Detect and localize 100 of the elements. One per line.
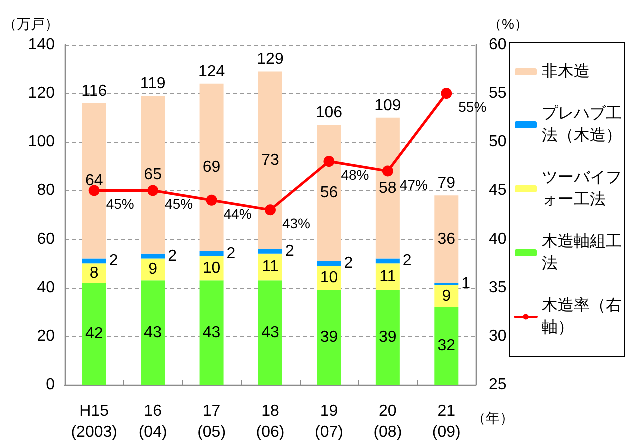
y2-tick-label: 35	[489, 279, 507, 296]
point	[148, 185, 159, 196]
bar	[141, 254, 166, 259]
bar	[141, 96, 166, 254]
bar	[376, 290, 400, 385]
data-label: 42	[85, 326, 104, 342]
data-label: 2	[109, 252, 118, 270]
bar	[141, 258, 166, 281]
y2-tick-label: 60	[489, 36, 507, 54]
bar	[200, 280, 224, 385]
bar	[434, 196, 459, 283]
data-label: 32	[438, 338, 456, 355]
y-tick-label: 80	[37, 182, 56, 200]
point	[441, 88, 452, 100]
data-label: 2	[286, 242, 294, 260]
data-label: 45%	[165, 196, 194, 212]
total-label: 119	[140, 76, 166, 92]
bar	[434, 307, 459, 385]
legend-label: プレハブ工法（木造）	[542, 104, 622, 144]
data-label: 58	[379, 180, 397, 197]
y-tick-label: 20	[37, 328, 56, 345]
legend-label: 木造率（右軸）	[542, 296, 622, 336]
x-tick-label: 16 (04)	[138, 403, 168, 441]
data-label: 48%	[341, 167, 370, 184]
total-label: 116	[82, 82, 108, 100]
point	[88, 185, 100, 196]
y-tick-label: 60	[37, 230, 56, 248]
total-label: 129	[257, 51, 284, 68]
data-label: 2	[168, 248, 178, 265]
data-label: 39	[320, 329, 338, 346]
data-label: 55%	[458, 99, 487, 116]
y-tick-label: 140	[28, 36, 56, 54]
data-label: 10	[320, 270, 338, 287]
x-axis-title: （年）	[472, 410, 514, 426]
bar	[376, 118, 400, 259]
bar	[200, 251, 224, 256]
y2-tick-label: 40	[489, 230, 507, 248]
data-label: 45%	[106, 196, 134, 212]
y2-axis-title: （%）	[488, 16, 528, 32]
data-label: 9	[442, 288, 452, 305]
total-label: 79	[438, 175, 456, 192]
data-label: 47%	[400, 176, 428, 193]
bar	[200, 84, 224, 252]
bar	[258, 249, 282, 254]
bar	[82, 283, 106, 385]
bar	[82, 258, 106, 264]
data-label: 9	[148, 261, 158, 278]
data-label: 10	[202, 260, 221, 277]
y-tick-label: 100	[28, 134, 56, 151]
bar	[258, 72, 282, 249]
bar	[258, 280, 282, 385]
total-label: 106	[316, 104, 343, 122]
data-label: 43	[144, 324, 162, 342]
data-label: 2	[344, 255, 354, 272]
data-label: 69	[202, 159, 221, 176]
y-tick-label: 0	[46, 376, 56, 394]
legend-label: ツーバイフォー工法	[542, 170, 622, 208]
legend-label: 木造軸組工法	[542, 232, 622, 272]
bar	[317, 125, 342, 262]
data-label: 1	[462, 276, 471, 293]
y-tick-label: 40	[37, 279, 56, 296]
x-tick-label: 19 (07)	[314, 403, 344, 441]
bar	[317, 261, 342, 266]
data-label: 65	[144, 166, 162, 184]
data-label: 73	[262, 152, 280, 169]
data-label: 2	[226, 245, 236, 262]
x-tick-label: 21 (09)	[432, 403, 461, 441]
data-label: 36	[438, 230, 456, 248]
point	[324, 156, 335, 168]
x-tick-label: 18 (06)	[256, 403, 285, 441]
y2-tick-label: 50	[489, 134, 507, 151]
y2-tick-label: 25	[489, 376, 507, 394]
y2-tick-label: 30	[489, 328, 507, 345]
y-tick-label: 120	[28, 85, 56, 102]
x-tick-label: 17 (05)	[198, 403, 226, 441]
data-label: 43%	[282, 216, 311, 232]
data-label: 2	[402, 252, 412, 270]
total-label: 124	[198, 63, 226, 80]
data-label: 43	[202, 324, 221, 342]
y2-tick-label: 55	[489, 85, 507, 102]
point	[206, 194, 218, 206]
data-label: 8	[90, 264, 99, 282]
x-tick-label: H15 (2003)	[71, 403, 118, 441]
x-tick-label: 20 (08)	[374, 403, 402, 441]
data-label: 43	[262, 324, 280, 342]
legend-label: 非木造	[542, 62, 590, 80]
bar	[82, 103, 106, 259]
data-label: 39	[379, 329, 397, 346]
data-label: 44%	[224, 206, 252, 222]
bar	[376, 258, 400, 264]
y2-tick-label: 45	[489, 182, 507, 200]
total-label: 109	[374, 97, 402, 114]
data-label: 11	[380, 268, 396, 286]
bar	[141, 280, 166, 385]
point	[265, 204, 276, 216]
bar	[317, 290, 342, 385]
y-axis-title: （万戸）	[3, 16, 59, 32]
bar	[434, 285, 459, 308]
data-label: 56	[320, 184, 338, 202]
data-label: 11	[262, 258, 279, 276]
